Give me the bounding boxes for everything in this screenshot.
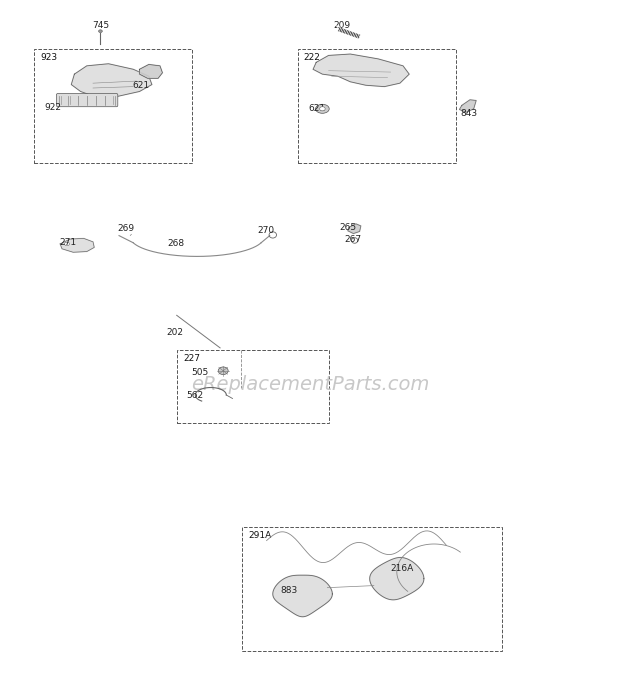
Text: 216A: 216A	[391, 564, 414, 572]
Polygon shape	[313, 54, 409, 87]
Text: 505: 505	[191, 368, 208, 376]
Text: eReplacementParts.com: eReplacementParts.com	[191, 375, 429, 394]
Polygon shape	[459, 100, 476, 112]
Polygon shape	[370, 557, 424, 600]
Text: 269: 269	[118, 225, 135, 233]
Text: 271: 271	[59, 238, 76, 247]
Bar	[298, 49, 456, 163]
Text: 265: 265	[340, 223, 357, 231]
Ellipse shape	[99, 30, 102, 33]
Text: 291A: 291A	[248, 531, 272, 540]
Ellipse shape	[218, 367, 228, 374]
Ellipse shape	[320, 107, 326, 111]
Polygon shape	[140, 64, 162, 78]
Polygon shape	[348, 224, 361, 234]
Text: 883: 883	[280, 586, 298, 595]
Text: 222: 222	[304, 53, 321, 62]
Ellipse shape	[64, 242, 69, 246]
Text: 562: 562	[186, 391, 203, 399]
Text: 267: 267	[345, 236, 362, 244]
Text: 209: 209	[334, 21, 351, 30]
Text: 745: 745	[92, 21, 109, 30]
Polygon shape	[60, 238, 94, 252]
Text: 268: 268	[167, 240, 185, 248]
Text: 621: 621	[132, 81, 149, 89]
Text: 621: 621	[308, 105, 326, 113]
Text: 923: 923	[40, 53, 58, 62]
Text: 202: 202	[166, 328, 183, 337]
Bar	[34, 49, 192, 163]
Text: 227: 227	[183, 354, 200, 363]
FancyBboxPatch shape	[56, 94, 118, 107]
Bar	[242, 527, 502, 651]
Text: 922: 922	[45, 103, 61, 112]
Text: 843: 843	[460, 109, 477, 118]
Text: 270: 270	[257, 226, 275, 234]
Ellipse shape	[316, 105, 329, 114]
Polygon shape	[273, 575, 332, 617]
Bar	[177, 350, 329, 423]
Polygon shape	[71, 64, 152, 98]
